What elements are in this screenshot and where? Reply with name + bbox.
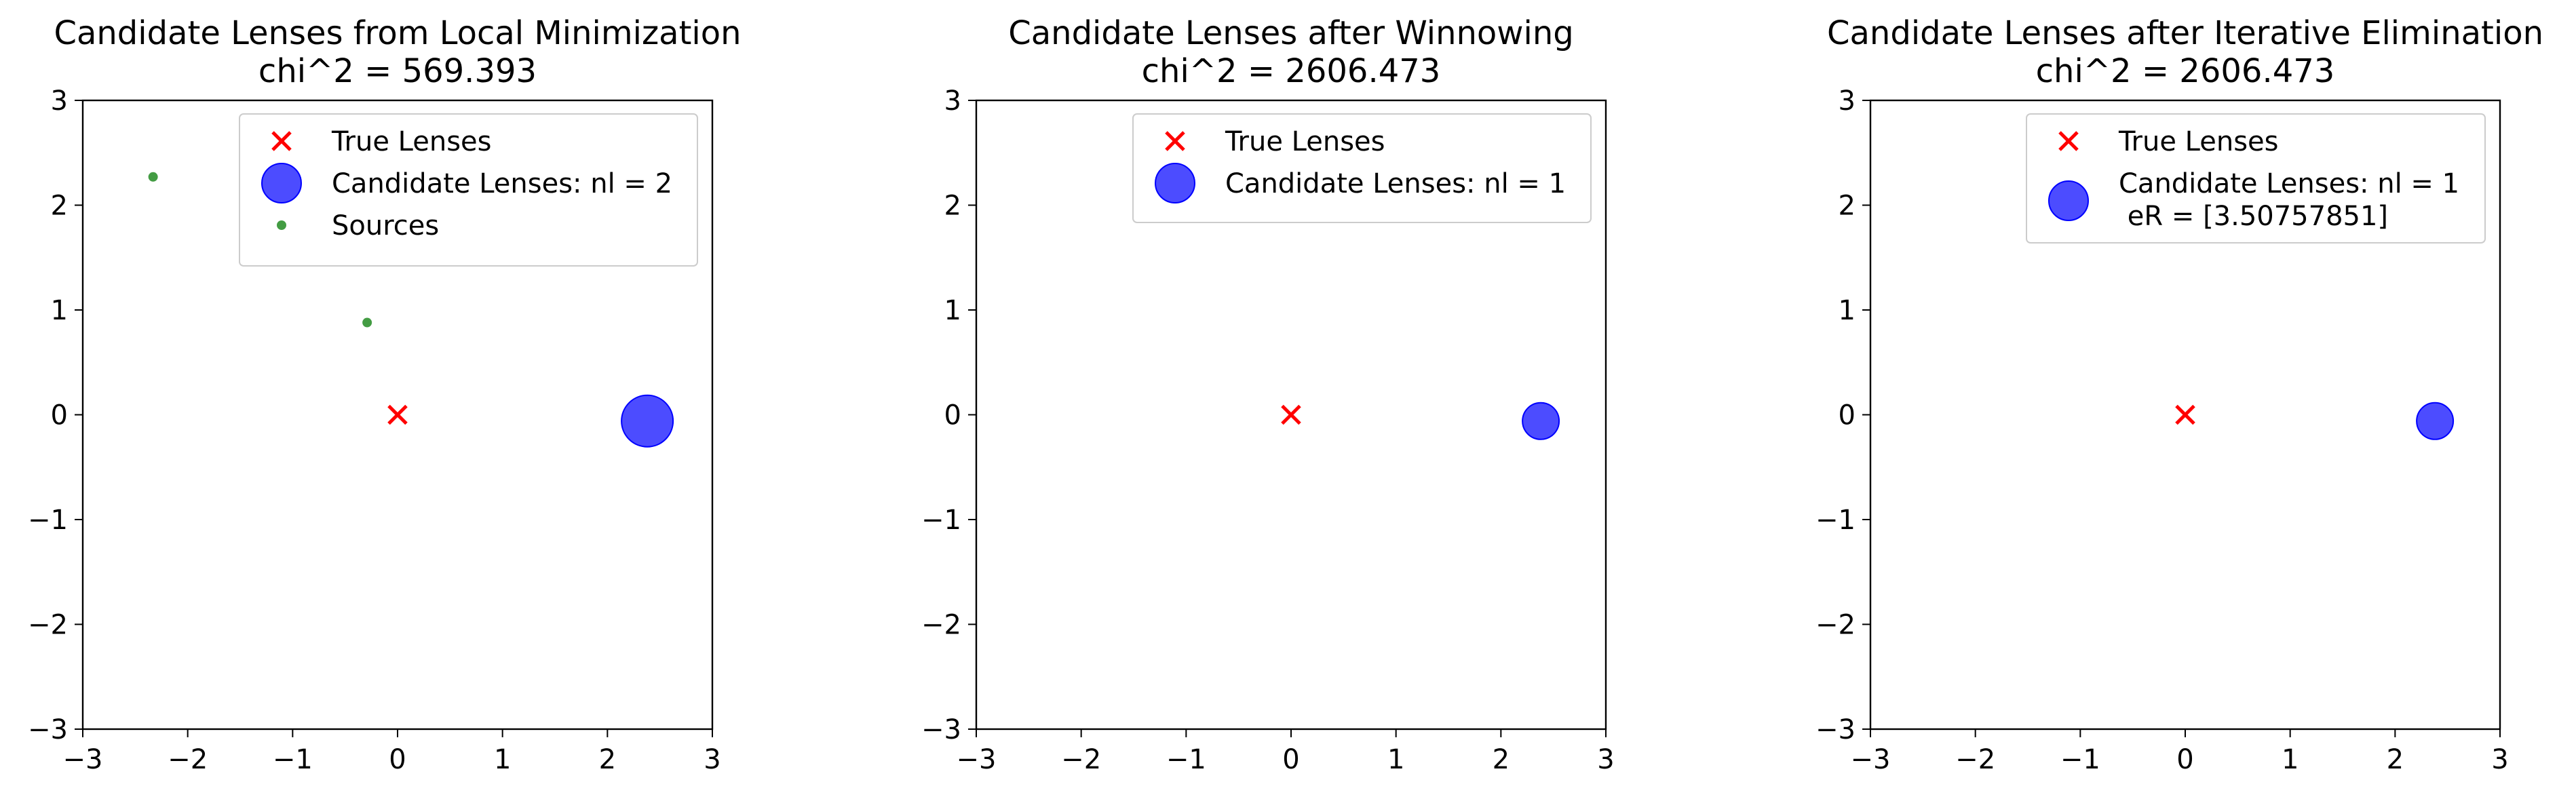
x-tick-label: 2 <box>1493 744 1510 775</box>
y-tick-label: −2 <box>1815 610 1856 641</box>
y-tick-label: 3 <box>51 85 68 117</box>
x-tick-label: −2 <box>1061 744 1101 775</box>
legend-entry: Sources <box>277 210 439 241</box>
x-tick-label: 3 <box>1597 744 1614 775</box>
legend-marker-x <box>271 131 292 151</box>
x-tick-label: 1 <box>494 744 511 775</box>
x-tick-label: −1 <box>2060 744 2100 775</box>
candidate-lens-point <box>2416 402 2455 440</box>
x-tick-label: −3 <box>957 744 997 775</box>
y-tick-label: −2 <box>921 610 961 641</box>
y-tick-label: 2 <box>944 191 961 222</box>
x-tick-label: −3 <box>63 744 103 775</box>
y-tick-label: 1 <box>51 295 68 326</box>
y-tick-label: −1 <box>28 505 68 536</box>
legend-entry: True Lenses <box>271 126 492 157</box>
x-tick-label: 1 <box>2282 744 2299 775</box>
legend-marker-x <box>2058 131 2079 151</box>
y-tick-label: 3 <box>1839 85 1856 117</box>
y-tick-label: 1 <box>944 295 961 326</box>
y-tick-label: −1 <box>1815 505 1856 536</box>
y-tick-label: 0 <box>1839 400 1856 431</box>
y-tick-label: −3 <box>1815 714 1856 745</box>
candidate-lens-point <box>1522 402 1560 440</box>
x-tick-label: 2 <box>2387 744 2404 775</box>
source-point <box>362 317 372 328</box>
chart-title: Candidate Lenses from Local Minimization <box>54 14 741 52</box>
true-lens-stroke <box>2175 404 2195 425</box>
y-tick-label: 0 <box>51 400 68 431</box>
legend-entry: Candidate Lenses: nl = 1 <box>1155 163 1566 203</box>
chart-title: Candidate Lenses after Winnowing <box>1008 14 1574 52</box>
legend-label: Candidate Lenses: nl = 1 eR = [3.5075785… <box>2119 168 2459 232</box>
y-tick-label: −2 <box>28 610 68 641</box>
chart-subtitle: chi^2 = 2606.473 <box>2036 52 2335 90</box>
true-lens-stroke <box>1281 404 1301 425</box>
legend: True Lenses Candidate Lenses: nl = 2 Sourc… <box>239 113 698 267</box>
chart-subtitle: chi^2 = 2606.473 <box>1142 52 1441 90</box>
chart-panel-3: Candidate Lenses after Iterative Elimina… <box>1815 14 2543 775</box>
legend-marker-circle <box>1155 163 1195 203</box>
source-point <box>148 172 158 182</box>
y-tick-label: 2 <box>51 191 68 222</box>
x-tick-label: −3 <box>1851 744 1891 775</box>
true-lens-marker <box>1281 404 1301 425</box>
candidate-lens-point <box>621 394 674 448</box>
legend-box <box>2026 113 2486 243</box>
x-tick-label: −2 <box>1955 744 1995 775</box>
legend-marker-circle <box>261 163 302 203</box>
legend-label: True Lenses <box>1225 126 1385 157</box>
chart-subtitle: chi^2 = 569.393 <box>258 52 537 90</box>
x-tick-label: 0 <box>2176 744 2193 775</box>
legend: True Lenses Candidate Lenses: nl = 1 <box>1132 113 1592 223</box>
legend-marker-dot <box>277 220 286 230</box>
legend-label: Candidate Lenses: nl = 2 <box>332 168 672 199</box>
legend-entry: True Lenses <box>2058 126 2279 157</box>
y-tick-label: 3 <box>944 85 961 117</box>
x-tick-label: 0 <box>1282 744 1299 775</box>
legend-entry: Candidate Lenses: nl = 2 <box>261 163 672 203</box>
legend-marker-x <box>1165 131 1185 151</box>
y-tick-label: 0 <box>944 400 961 431</box>
x-tick-label: 3 <box>704 744 720 775</box>
legend-box <box>239 113 698 267</box>
legend-label: True Lenses <box>331 126 492 157</box>
legend-entry: Candidate Lenses: nl = 1 eR = [3.5075785… <box>2048 168 2459 232</box>
x-tick-label: 3 <box>2491 744 2508 775</box>
x-tick-label: −1 <box>1166 744 1206 775</box>
x-tick-label: 0 <box>389 744 406 775</box>
legend-label: Sources <box>332 210 439 241</box>
legend: True Lenses Candidate Lenses: nl = 1 eR =… <box>2026 113 2486 243</box>
y-tick-label: 1 <box>1839 295 1856 326</box>
x-tick-label: −1 <box>273 744 313 775</box>
legend-marker-circle <box>2048 180 2089 221</box>
y-tick-label: −1 <box>921 505 961 536</box>
legend-label: Candidate Lenses: nl = 1 <box>1225 168 1566 199</box>
x-tick-label: −2 <box>168 744 208 775</box>
true-lens-marker <box>2175 404 2195 425</box>
x-tick-label: 1 <box>1387 744 1404 775</box>
chart-title: Candidate Lenses after Iterative Elimina… <box>1827 14 2543 52</box>
x-tick-label: 2 <box>599 744 616 775</box>
chart-panel-1: Candidate Lenses from Local Minimization… <box>28 14 742 775</box>
legend-label: True Lenses <box>2118 126 2279 157</box>
legend-box <box>1132 113 1592 223</box>
y-tick-label: 2 <box>1839 191 1856 222</box>
y-tick-label: −3 <box>28 714 68 745</box>
true-lens-marker <box>387 404 408 425</box>
legend-entry: True Lenses <box>1165 126 1385 157</box>
true-lens-stroke <box>387 404 408 425</box>
y-tick-label: −3 <box>921 714 961 745</box>
